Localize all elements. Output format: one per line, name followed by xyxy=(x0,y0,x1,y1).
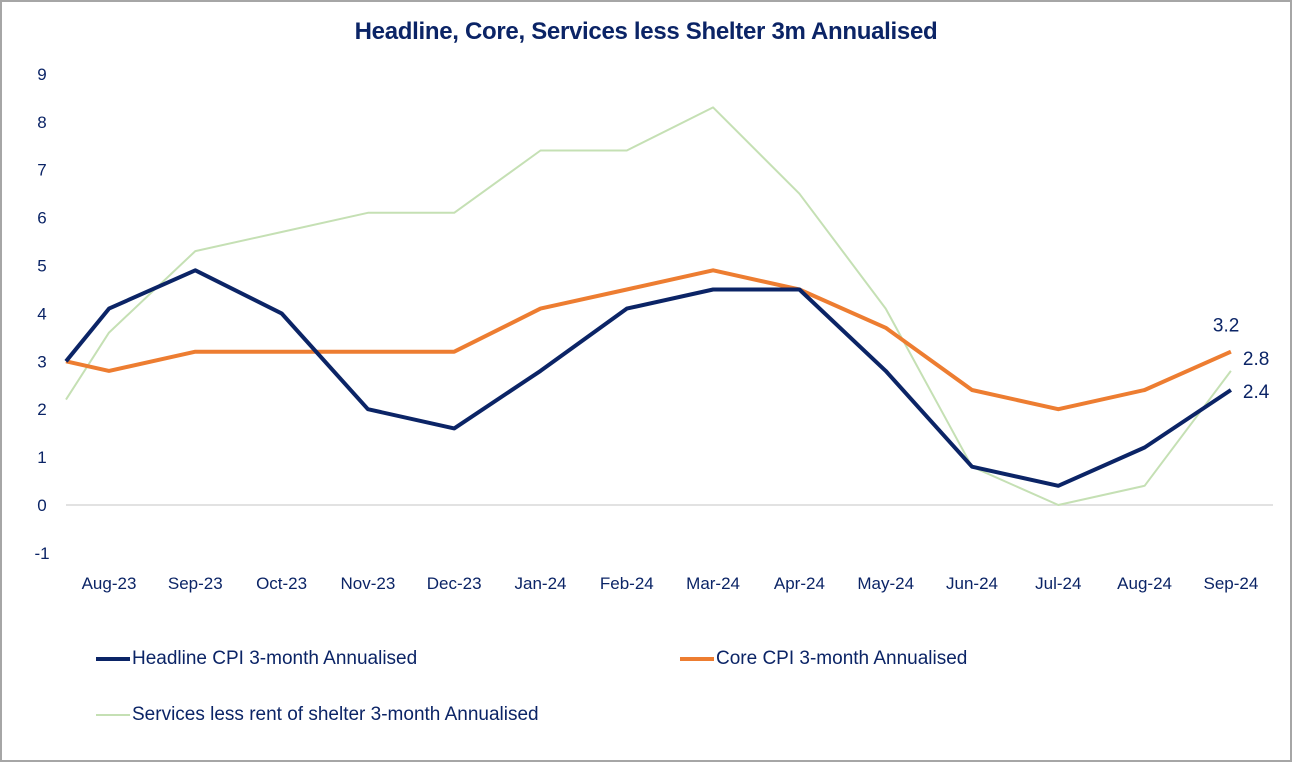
core-end-label: 3.2 xyxy=(1213,316,1239,337)
x-tick-label: Apr-24 xyxy=(774,574,825,593)
legend-label-core: Core CPI 3-month Annualised xyxy=(716,648,968,669)
headline-end-label: 2.4 xyxy=(1243,382,1270,403)
y-tick-label: 9 xyxy=(37,65,46,84)
x-tick-label: Dec-23 xyxy=(427,574,482,593)
y-tick-label: 7 xyxy=(37,161,46,180)
y-tick-label: 2 xyxy=(37,400,46,419)
y-axis: 9 8 7 6 5 4 3 2 1 0 -1 xyxy=(34,65,49,563)
y-tick-label: 4 xyxy=(37,304,46,323)
x-tick-label: Jun-24 xyxy=(946,574,998,593)
x-tick-label: Sep-24 xyxy=(1203,574,1258,593)
y-tick-label: 8 xyxy=(37,113,46,132)
legend-label-services: Services less rent of shelter 3-month An… xyxy=(132,704,539,725)
y-tick-label: 5 xyxy=(37,257,46,276)
y-tick-label: -1 xyxy=(34,544,49,563)
services-less-shelter-line xyxy=(65,106,1232,506)
x-tick-label: Jul-24 xyxy=(1035,574,1081,593)
x-tick-label: Feb-24 xyxy=(600,574,654,593)
x-tick-label: Sep-23 xyxy=(168,574,223,593)
x-tick-label: Oct-23 xyxy=(256,574,307,593)
core-cpi-line xyxy=(65,268,1232,412)
y-tick-label: 3 xyxy=(37,352,46,371)
x-tick-label: Nov-23 xyxy=(340,574,395,593)
data-labels: 2.4 3.22.8 xyxy=(1213,316,1270,403)
legend-swatch-services xyxy=(96,714,130,716)
services-end-label: 2.8 xyxy=(1243,349,1269,370)
y-tick-label: 0 xyxy=(37,496,46,515)
x-tick-label: Mar-24 xyxy=(686,574,740,593)
legend-item-services: Services less rent of shelter 3-month An… xyxy=(96,704,539,726)
series-lines xyxy=(64,106,1233,506)
legend-swatch-headline xyxy=(96,657,130,661)
chart-title: Headline, Core, Services less Shelter 3m… xyxy=(354,18,938,45)
x-tick-label: May-24 xyxy=(857,574,914,593)
x-tick-label: Jan-24 xyxy=(515,574,567,593)
legend-label-headline: Headline CPI 3-month Annualised xyxy=(132,648,418,669)
y-tick-label: 6 xyxy=(37,209,46,228)
x-axis: Aug-23 Sep-23 Oct-23 Nov-23 Dec-23 Jan-24 Feb-… xyxy=(82,574,1259,593)
y-tick-label: 1 xyxy=(37,448,46,467)
headline-cpi-line xyxy=(64,268,1233,488)
x-tick-label: Aug-24 xyxy=(1117,574,1172,593)
x-tick-label: Aug-23 xyxy=(82,574,137,593)
legend-swatch-core xyxy=(680,657,714,661)
legend-item-headline: Headline CPI 3-month Annualised xyxy=(96,648,417,670)
legend-item-core: Core CPI 3-month Annualised xyxy=(680,648,967,670)
